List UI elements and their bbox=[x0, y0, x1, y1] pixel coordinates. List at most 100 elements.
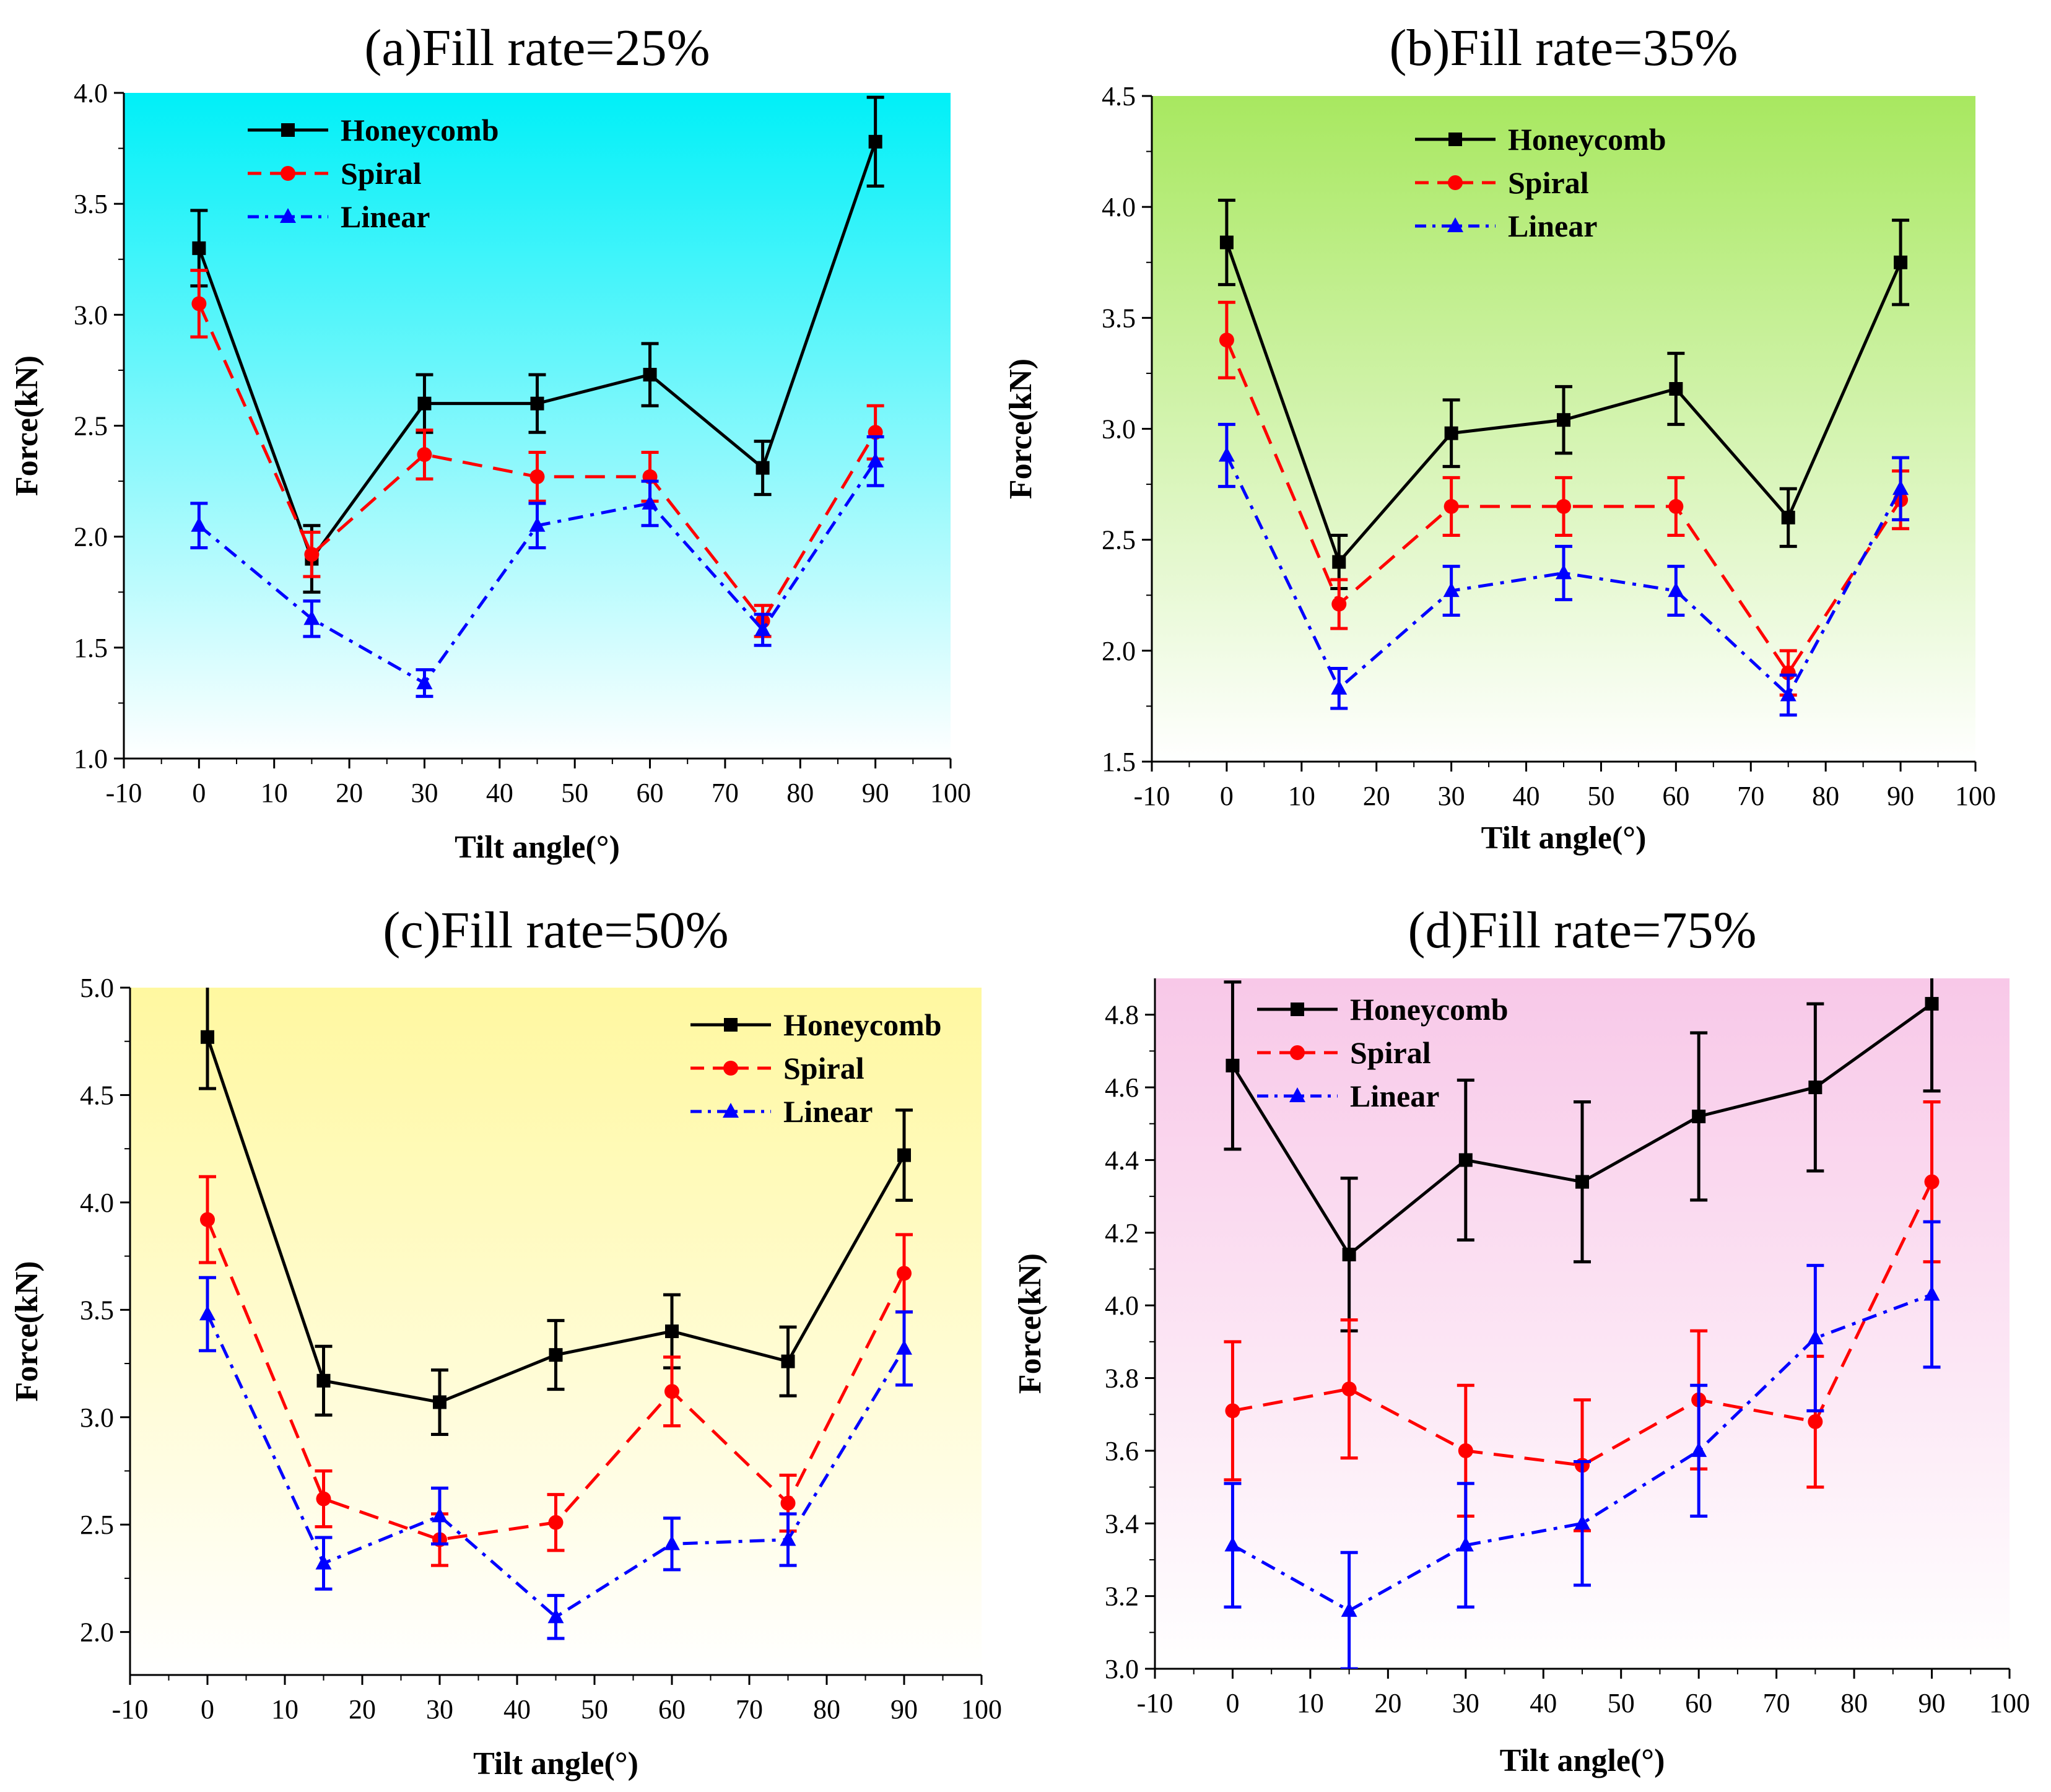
y-tick-label: 3.0 bbox=[1102, 414, 1136, 445]
x-tick-label: 0 bbox=[1220, 781, 1234, 811]
data-point bbox=[868, 134, 882, 149]
legend-marker bbox=[723, 1103, 739, 1118]
y-axis-label: Force(kN) bbox=[1003, 359, 1039, 499]
y-tick-label: 1.5 bbox=[74, 633, 108, 663]
y-tick-label: 4.5 bbox=[1102, 81, 1136, 111]
legend-label: Honeycomb bbox=[1350, 992, 1509, 1027]
x-tick-label: 30 bbox=[1452, 1688, 1479, 1718]
data-point bbox=[1341, 1602, 1357, 1617]
plot-area bbox=[1224, 978, 1941, 1669]
chart-title: (c)Fill rate=50% bbox=[383, 902, 728, 959]
data-point bbox=[530, 396, 544, 411]
data-point bbox=[529, 469, 545, 484]
y-tick-label: 2.5 bbox=[74, 411, 108, 441]
data-point bbox=[1575, 1175, 1589, 1189]
data-point bbox=[664, 1384, 679, 1399]
data-point bbox=[897, 1266, 912, 1281]
data-point bbox=[316, 1373, 331, 1388]
legend-marker bbox=[280, 208, 296, 223]
data-point bbox=[416, 674, 433, 690]
data-point bbox=[1808, 1081, 1822, 1095]
data-point bbox=[191, 296, 207, 311]
plot-area bbox=[1217, 198, 1910, 717]
y-tick-label: 2.5 bbox=[1102, 525, 1136, 555]
data-point bbox=[200, 1212, 215, 1227]
data-point bbox=[1444, 426, 1458, 440]
series-honeycomb bbox=[1224, 978, 1941, 1333]
data-point bbox=[432, 1507, 448, 1523]
x-tick-label: 80 bbox=[1840, 1688, 1868, 1718]
data-point bbox=[1692, 1110, 1706, 1123]
legend-marker bbox=[1448, 175, 1463, 190]
x-tick-label: -10 bbox=[1137, 1688, 1174, 1718]
x-tick-label: 70 bbox=[712, 778, 739, 808]
x-tick-label: 40 bbox=[486, 778, 513, 808]
legend-label: Spiral bbox=[783, 1051, 864, 1085]
x-tick-label: 90 bbox=[1918, 1688, 1946, 1718]
y-tick-label: 2.0 bbox=[74, 522, 108, 552]
x-tick-label: 50 bbox=[1587, 781, 1614, 811]
series-linear bbox=[199, 1276, 913, 1640]
data-point bbox=[1331, 679, 1348, 695]
y-tick-label: 1.5 bbox=[1102, 747, 1136, 777]
data-point bbox=[1668, 582, 1684, 598]
data-point bbox=[191, 516, 207, 532]
x-tick-label: 60 bbox=[637, 778, 664, 808]
data-point bbox=[1668, 498, 1684, 514]
y-tick-label: 2.0 bbox=[80, 1617, 114, 1648]
legend-label: Linear bbox=[1350, 1079, 1439, 1113]
data-point bbox=[867, 452, 884, 468]
data-point bbox=[1923, 1285, 1940, 1301]
y-tick-label: 3.6 bbox=[1105, 1436, 1139, 1466]
data-point bbox=[1556, 564, 1572, 580]
x-tick-label: -10 bbox=[112, 1694, 149, 1725]
data-point bbox=[1342, 1248, 1356, 1261]
x-tick-label: 100 bbox=[1989, 1688, 2030, 1718]
y-tick-label: 4.5 bbox=[80, 1080, 114, 1110]
series-honeycomb bbox=[1217, 198, 1910, 590]
legend-marker bbox=[1447, 217, 1463, 232]
series-linear bbox=[1224, 1220, 1941, 1669]
data-point bbox=[1331, 596, 1347, 612]
data-point bbox=[417, 396, 432, 411]
data-point bbox=[1574, 1515, 1590, 1530]
x-axis-label: Tilt angle(°) bbox=[1481, 820, 1647, 856]
x-tick-label: 10 bbox=[261, 778, 288, 808]
y-tick-label: 4.2 bbox=[1105, 1218, 1139, 1248]
data-point bbox=[1224, 1536, 1241, 1552]
x-tick-label: 40 bbox=[1513, 781, 1540, 811]
data-point bbox=[529, 516, 546, 532]
y-axis-label: Force(kN) bbox=[1012, 1253, 1048, 1394]
data-point bbox=[303, 610, 320, 625]
panel-d: (d)Fill rate=75% -10 0 10 20 30 40 50 60 70 80 90 10… bbox=[1012, 902, 2030, 1778]
data-point bbox=[1894, 255, 1908, 269]
y-tick-label: 4.0 bbox=[80, 1188, 114, 1218]
x-tick-label: 50 bbox=[581, 1694, 608, 1725]
chart-title: (d)Fill rate=75% bbox=[1408, 902, 1757, 959]
data-point bbox=[1781, 510, 1795, 524]
legend-marker bbox=[1290, 1045, 1305, 1060]
data-point bbox=[199, 1305, 216, 1321]
data-point bbox=[780, 1495, 796, 1511]
data-point bbox=[1924, 1174, 1940, 1190]
x-tick-label: 60 bbox=[1685, 1688, 1712, 1718]
x-axis-label: Tilt angle(°) bbox=[1500, 1743, 1665, 1778]
data-point bbox=[896, 1339, 912, 1355]
panel-c: (c)Fill rate=50% -10 0 10 20 30 40 50 60 70 80 90 10… bbox=[9, 902, 1002, 1781]
y-tick-label: 4.0 bbox=[1105, 1290, 1139, 1321]
y-tick-label: 3.0 bbox=[80, 1403, 114, 1433]
legend-label: Spiral bbox=[341, 156, 422, 191]
y-tick-label: 3.5 bbox=[74, 189, 108, 219]
x-tick-label: -10 bbox=[1134, 781, 1170, 811]
data-point bbox=[1218, 446, 1235, 462]
data-point bbox=[1557, 413, 1570, 427]
x-tick-label: 0 bbox=[192, 778, 206, 808]
data-point bbox=[304, 547, 320, 562]
data-point bbox=[897, 1148, 911, 1162]
x-tick-label: 30 bbox=[1438, 781, 1465, 811]
legend-marker bbox=[1448, 133, 1462, 146]
legend-label: Linear bbox=[783, 1094, 873, 1129]
data-point bbox=[1458, 1443, 1473, 1458]
legend-marker bbox=[281, 166, 295, 181]
